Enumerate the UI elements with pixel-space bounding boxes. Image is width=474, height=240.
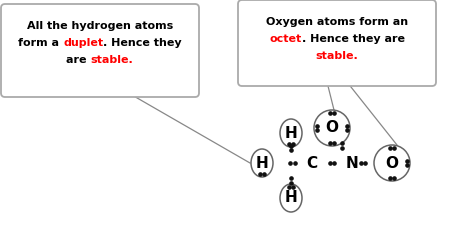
Text: All the hydrogen atoms: All the hydrogen atoms [27,21,173,31]
Text: H: H [255,156,268,170]
Ellipse shape [251,149,273,177]
Text: O: O [326,120,338,136]
Text: H: H [284,191,297,205]
Ellipse shape [280,184,302,212]
Text: N: N [346,156,358,170]
Text: stable.: stable. [91,55,134,65]
Text: stable.: stable. [316,51,358,61]
Text: . Hence they: . Hence they [103,38,182,48]
Text: octet: octet [269,34,301,44]
Text: C: C [306,156,318,170]
Text: are: are [66,55,91,65]
FancyBboxPatch shape [238,0,436,86]
Text: duplet: duplet [63,38,103,48]
Ellipse shape [314,110,350,146]
Ellipse shape [280,119,302,147]
Text: . Hence they are: . Hence they are [301,34,405,44]
Text: form a: form a [18,38,63,48]
Ellipse shape [374,145,410,181]
Text: H: H [284,126,297,140]
Text: O: O [385,156,399,170]
Text: Oxygen atoms form an: Oxygen atoms form an [266,17,408,27]
FancyBboxPatch shape [1,4,199,97]
